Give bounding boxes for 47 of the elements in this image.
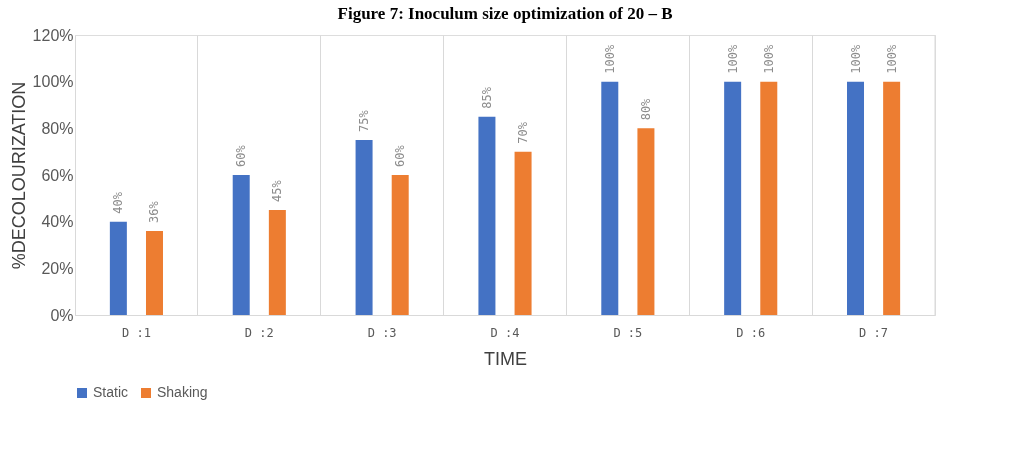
bar xyxy=(514,151,532,315)
bar xyxy=(355,140,373,315)
y-tick-label: 100% xyxy=(32,73,74,91)
data-label: 100% xyxy=(725,43,740,74)
legend-label: Shaking xyxy=(157,384,208,400)
bar xyxy=(146,231,163,315)
bar xyxy=(391,175,409,315)
y-axis-title: %DECOLOURIZATION xyxy=(8,81,29,270)
x-tick-label: D :3 xyxy=(367,325,397,340)
data-label: 70% xyxy=(516,121,531,144)
data-label: 100% xyxy=(884,43,899,74)
x-tick-label: D :7 xyxy=(859,325,889,340)
data-label: 80% xyxy=(638,97,653,121)
bar xyxy=(109,221,127,315)
y-tick-label: 120% xyxy=(32,26,74,44)
data-label: 100% xyxy=(602,43,617,74)
bar xyxy=(724,81,742,315)
legend-label: Static xyxy=(93,384,129,400)
data-label: 100% xyxy=(848,43,863,74)
x-tick-label: D :5 xyxy=(613,325,643,340)
data-label: 75% xyxy=(357,109,372,132)
data-label: 100% xyxy=(761,43,776,74)
x-axis-title: TIME xyxy=(484,348,527,369)
y-tick-label: 40% xyxy=(41,213,74,231)
x-tick-label: D :6 xyxy=(736,325,766,340)
chart-title: Figure 7: Inoculum size optimization of 20 – B xyxy=(337,4,673,23)
data-label: 85% xyxy=(479,86,494,109)
data-label: 45% xyxy=(270,179,285,202)
data-label: 60% xyxy=(234,144,249,167)
bar xyxy=(760,81,778,315)
x-tick-label: D :1 xyxy=(121,325,151,340)
bar xyxy=(883,81,901,315)
data-label: 40% xyxy=(111,191,126,214)
bar xyxy=(847,81,864,315)
bar xyxy=(601,81,619,315)
y-tick-label: 60% xyxy=(41,166,74,184)
y-tick-label: 20% xyxy=(41,259,74,277)
bar xyxy=(268,210,286,315)
x-tick-label: D :2 xyxy=(244,325,274,340)
bar xyxy=(478,116,496,315)
y-tick-label: 80% xyxy=(41,119,74,137)
y-tick-label: 0% xyxy=(50,306,74,324)
bar xyxy=(232,175,250,315)
bar xyxy=(637,128,655,315)
x-tick-label: D :4 xyxy=(490,325,520,340)
data-label: 36% xyxy=(147,200,162,223)
data-label: 60% xyxy=(393,144,408,167)
